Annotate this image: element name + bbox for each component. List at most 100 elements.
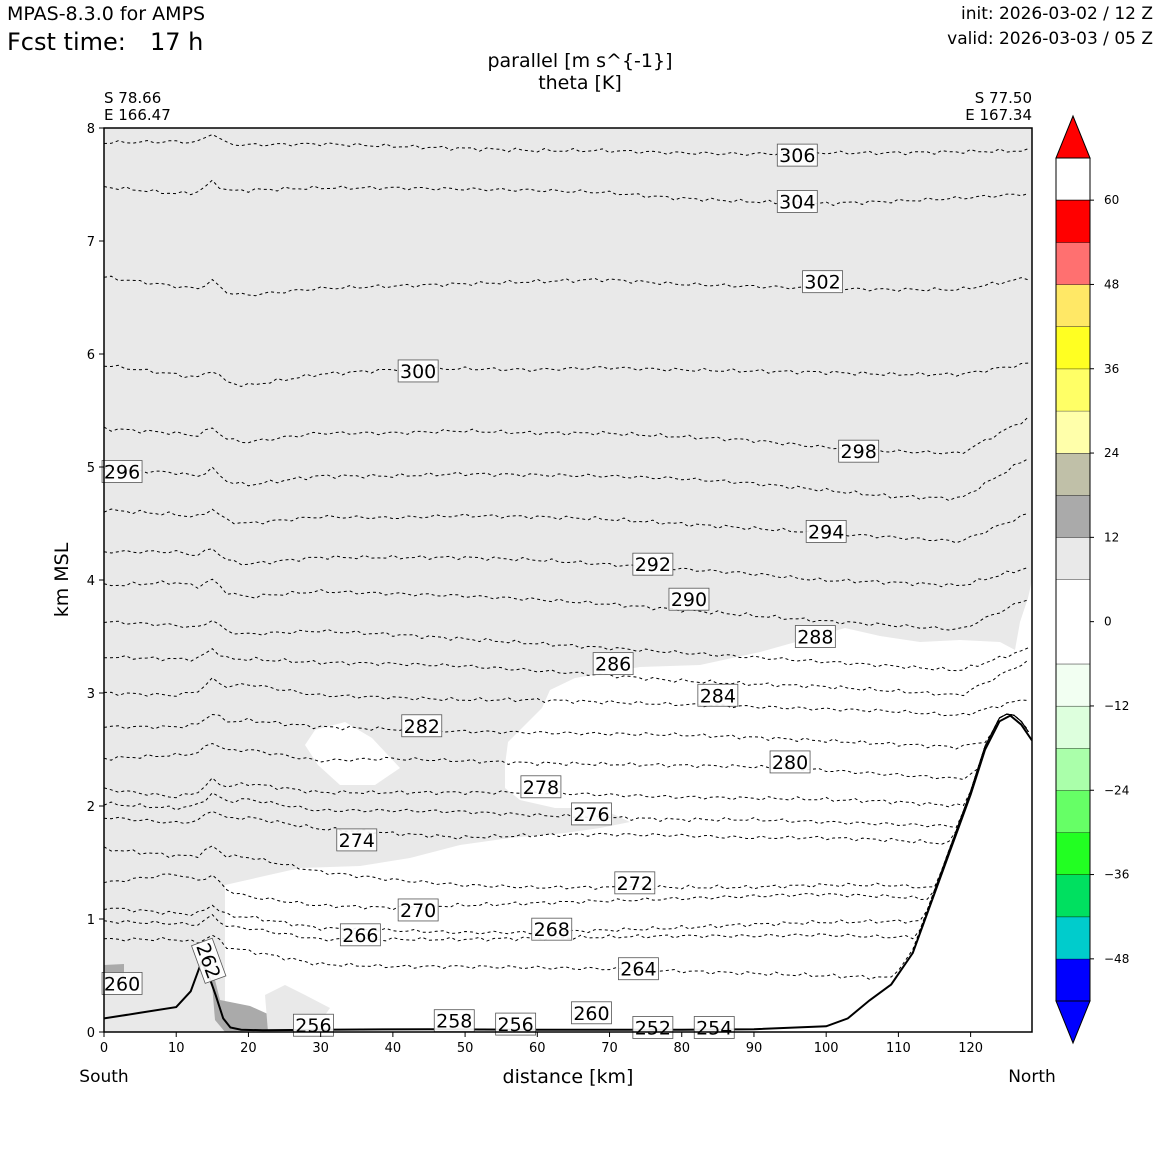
theta-label-box xyxy=(401,714,443,738)
theta-label-box xyxy=(697,683,739,707)
colorbar-over-triangle xyxy=(1055,114,1091,159)
y-tick-label: 6 xyxy=(87,348,95,363)
theta-label-text: 286 xyxy=(595,654,631,676)
y-tick-label: 0 xyxy=(87,1026,95,1041)
theta-label-text: 270 xyxy=(400,900,436,922)
x-tick-label: 10 xyxy=(168,1041,185,1056)
colorbar-bin xyxy=(1056,326,1090,369)
theta-contour-278 xyxy=(104,713,1029,808)
y-axis: 0 1 2 3 4 5 6 7 8 xyxy=(87,122,104,1041)
theta-label-text: 266 xyxy=(342,925,378,947)
colorbar-tick-label: 48 xyxy=(1104,277,1119,291)
theta-contour-270 xyxy=(104,713,1029,911)
theta-label-text: 264 xyxy=(620,959,656,981)
theta-label-box xyxy=(495,1012,537,1036)
x-tick-label: 90 xyxy=(746,1041,763,1056)
theta-label-text: 260 xyxy=(104,973,140,995)
theta-label-box xyxy=(776,143,818,167)
theta-label-256: 256 xyxy=(495,1012,537,1036)
theta-label-box xyxy=(668,587,710,611)
theta-label-text: 284 xyxy=(700,685,736,707)
init-time: init: 2026-03-02 / 12 Z xyxy=(960,4,1153,24)
theta-label-306: 306 xyxy=(776,143,818,167)
x-tick-label: 120 xyxy=(958,1041,983,1056)
theta-contour-294 xyxy=(104,508,1029,544)
theta-label-298: 298 xyxy=(838,439,880,463)
theta-label-box xyxy=(632,552,674,576)
colorbar-bin xyxy=(1056,368,1090,411)
theta-label-box xyxy=(794,625,836,648)
theta-label-box xyxy=(571,1001,612,1025)
shading-layer xyxy=(104,128,1032,1032)
theta-label-text: 296 xyxy=(104,462,140,484)
valid-time: valid: 2026-03-03 / 05 Z xyxy=(947,29,1153,49)
colorbar-tick-label: 60 xyxy=(1104,193,1119,207)
x-tick-label: 20 xyxy=(240,1041,257,1056)
colorbar-bin xyxy=(1056,410,1090,454)
theta-label-296: 296 xyxy=(101,460,143,484)
theta-contour-296 xyxy=(104,458,1029,502)
x-tick-label: 110 xyxy=(886,1041,911,1056)
left-end-lat: S 78.66 xyxy=(104,89,161,107)
theta-label-box xyxy=(592,652,634,676)
theta-label-260: 260 xyxy=(101,972,143,995)
theta-label-260: 260 xyxy=(571,1001,612,1025)
theta-label-text: 306 xyxy=(779,145,815,167)
theta-contour-290 xyxy=(104,578,1029,631)
y-tick-label: 7 xyxy=(87,235,95,250)
fcst-time-value: 17 h xyxy=(150,28,204,56)
colorbar-tick-label: −36 xyxy=(1104,868,1129,882)
colorbar-bin xyxy=(1056,916,1090,959)
x-tick-label: 50 xyxy=(457,1041,474,1056)
colorbar-bin xyxy=(1056,748,1090,791)
theta-label-box xyxy=(336,828,378,852)
theta-contour-306 xyxy=(104,133,1029,156)
theta-label-box xyxy=(769,750,811,774)
shading-dark-gray-valley xyxy=(210,960,272,1032)
colorbar-bin xyxy=(1056,242,1090,285)
x-tick-label: 30 xyxy=(312,1041,329,1056)
x-axis: 0 10 20 30 40 50 60 70 80 90 100 110 120 xyxy=(100,1032,983,1056)
left-end-lon: E 166.47 xyxy=(104,106,171,124)
theta-contour-274 xyxy=(104,713,1029,845)
theta-label-text: 300 xyxy=(400,361,436,383)
theta-label-text: 280 xyxy=(772,752,808,774)
theta-label-box xyxy=(571,802,612,826)
y-tick-label: 1 xyxy=(87,913,95,928)
theta-label-box xyxy=(101,972,143,995)
colorbar-bin xyxy=(1056,579,1090,664)
colorbar-bin xyxy=(1056,958,1090,1001)
fcst-time-label: Fcst time: xyxy=(7,28,126,56)
colorbar-bin xyxy=(1056,663,1090,706)
theta-label-256: 256 xyxy=(293,1013,334,1037)
theta-label-254: 254 xyxy=(693,1016,735,1039)
colorbar-bin xyxy=(1056,495,1090,538)
theta-label-288: 288 xyxy=(794,625,836,649)
y-axis-label: km MSL xyxy=(51,542,73,617)
theta-label-box xyxy=(618,957,659,981)
colorbar-bin xyxy=(1056,705,1090,749)
colorbar-tick-label: −48 xyxy=(1104,952,1129,966)
chart-title-parallel: parallel [m s^{-1}] xyxy=(487,50,672,72)
y-tick-label: 2 xyxy=(87,800,95,815)
right-end-lat: S 77.50 xyxy=(975,89,1032,107)
x-tick-label: 60 xyxy=(529,1041,546,1056)
colorbar-under-triangle xyxy=(1055,1000,1091,1045)
theta-label-text: 258 xyxy=(436,1011,472,1033)
theta-label-text: 302 xyxy=(804,272,840,294)
colorbar: 60 48 36 24 12 0 −12 −24 −36 −48 xyxy=(1055,114,1129,1045)
x-tick-label: 100 xyxy=(814,1041,839,1056)
theta-label-box xyxy=(693,1016,735,1039)
theta-contour-304 xyxy=(104,179,1029,206)
theta-contour-300 xyxy=(104,362,1029,388)
theta-label-304: 304 xyxy=(776,190,818,213)
theta-label-300: 300 xyxy=(397,359,439,383)
theta-label-266: 266 xyxy=(339,923,381,947)
theta-contour-292 xyxy=(104,548,1029,588)
theta-label-box xyxy=(632,1016,674,1039)
colorbar-bin xyxy=(1056,453,1090,496)
colorbar-bin xyxy=(1056,284,1090,327)
theta-label-272: 272 xyxy=(614,871,656,895)
theta-label-text: 256 xyxy=(498,1014,534,1036)
